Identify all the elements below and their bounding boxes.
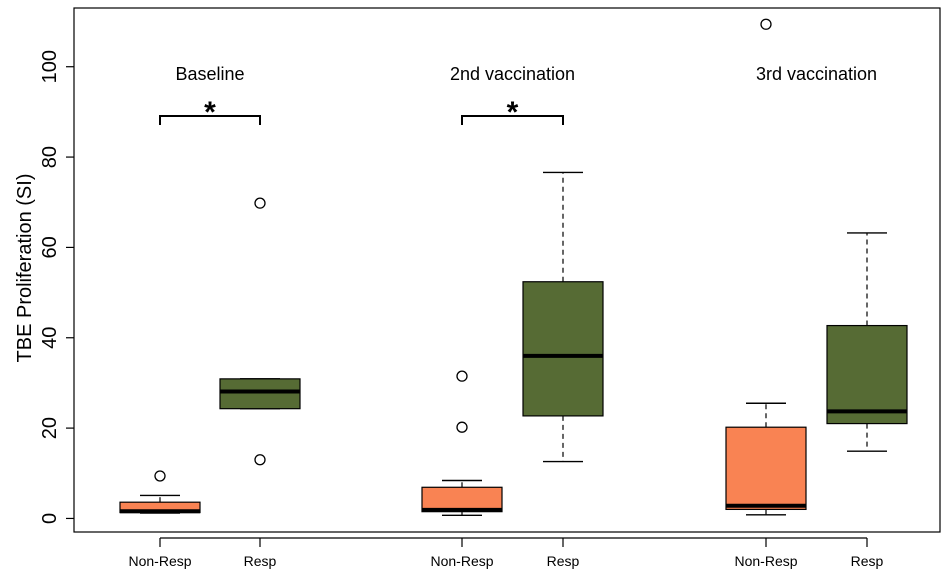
y-tick-label: 100: [39, 50, 61, 83]
significance-bracket: [159, 115, 261, 125]
outlier-point: [254, 454, 266, 466]
x-tick-label: Non-Resp: [128, 553, 191, 569]
outlier-point: [154, 470, 166, 482]
outlier-point: [254, 197, 266, 209]
group-label: Baseline: [175, 64, 244, 84]
box: [522, 281, 604, 417]
y-tick-label: 60: [39, 236, 61, 258]
x-tick-label: Resp: [547, 553, 580, 569]
y-tick-label: 0: [39, 513, 61, 524]
y-axis-label: TBE Proliferation (SI): [14, 174, 36, 363]
plot-frame: [73, 7, 941, 533]
plot-area: 0 20 40 60 80 100 Baseline * Non-Resp Resp 2nd vac…: [39, 7, 941, 569]
significance-marker: *: [204, 96, 216, 129]
y-tick-label: 20: [39, 417, 61, 439]
x-tick-label: Non-Resp: [430, 553, 493, 569]
x-tick-label: Resp: [244, 553, 277, 569]
x-tick-label: Resp: [851, 553, 884, 569]
group-label: 3rd vaccination: [756, 64, 877, 84]
group-label: 2nd vaccination: [450, 64, 575, 84]
box: [826, 324, 908, 425]
outlier-point: [760, 18, 772, 30]
box: [421, 486, 503, 513]
outlier-point: [456, 370, 468, 382]
outlier-point: [456, 421, 468, 433]
y-tick-label: 40: [39, 327, 61, 349]
x-tick-label: Non-Resp: [734, 553, 797, 569]
significance-marker: *: [507, 96, 519, 129]
box: [725, 426, 807, 511]
significance-bracket: [461, 115, 564, 125]
y-tick-label: 80: [39, 146, 61, 168]
box: [219, 378, 301, 410]
